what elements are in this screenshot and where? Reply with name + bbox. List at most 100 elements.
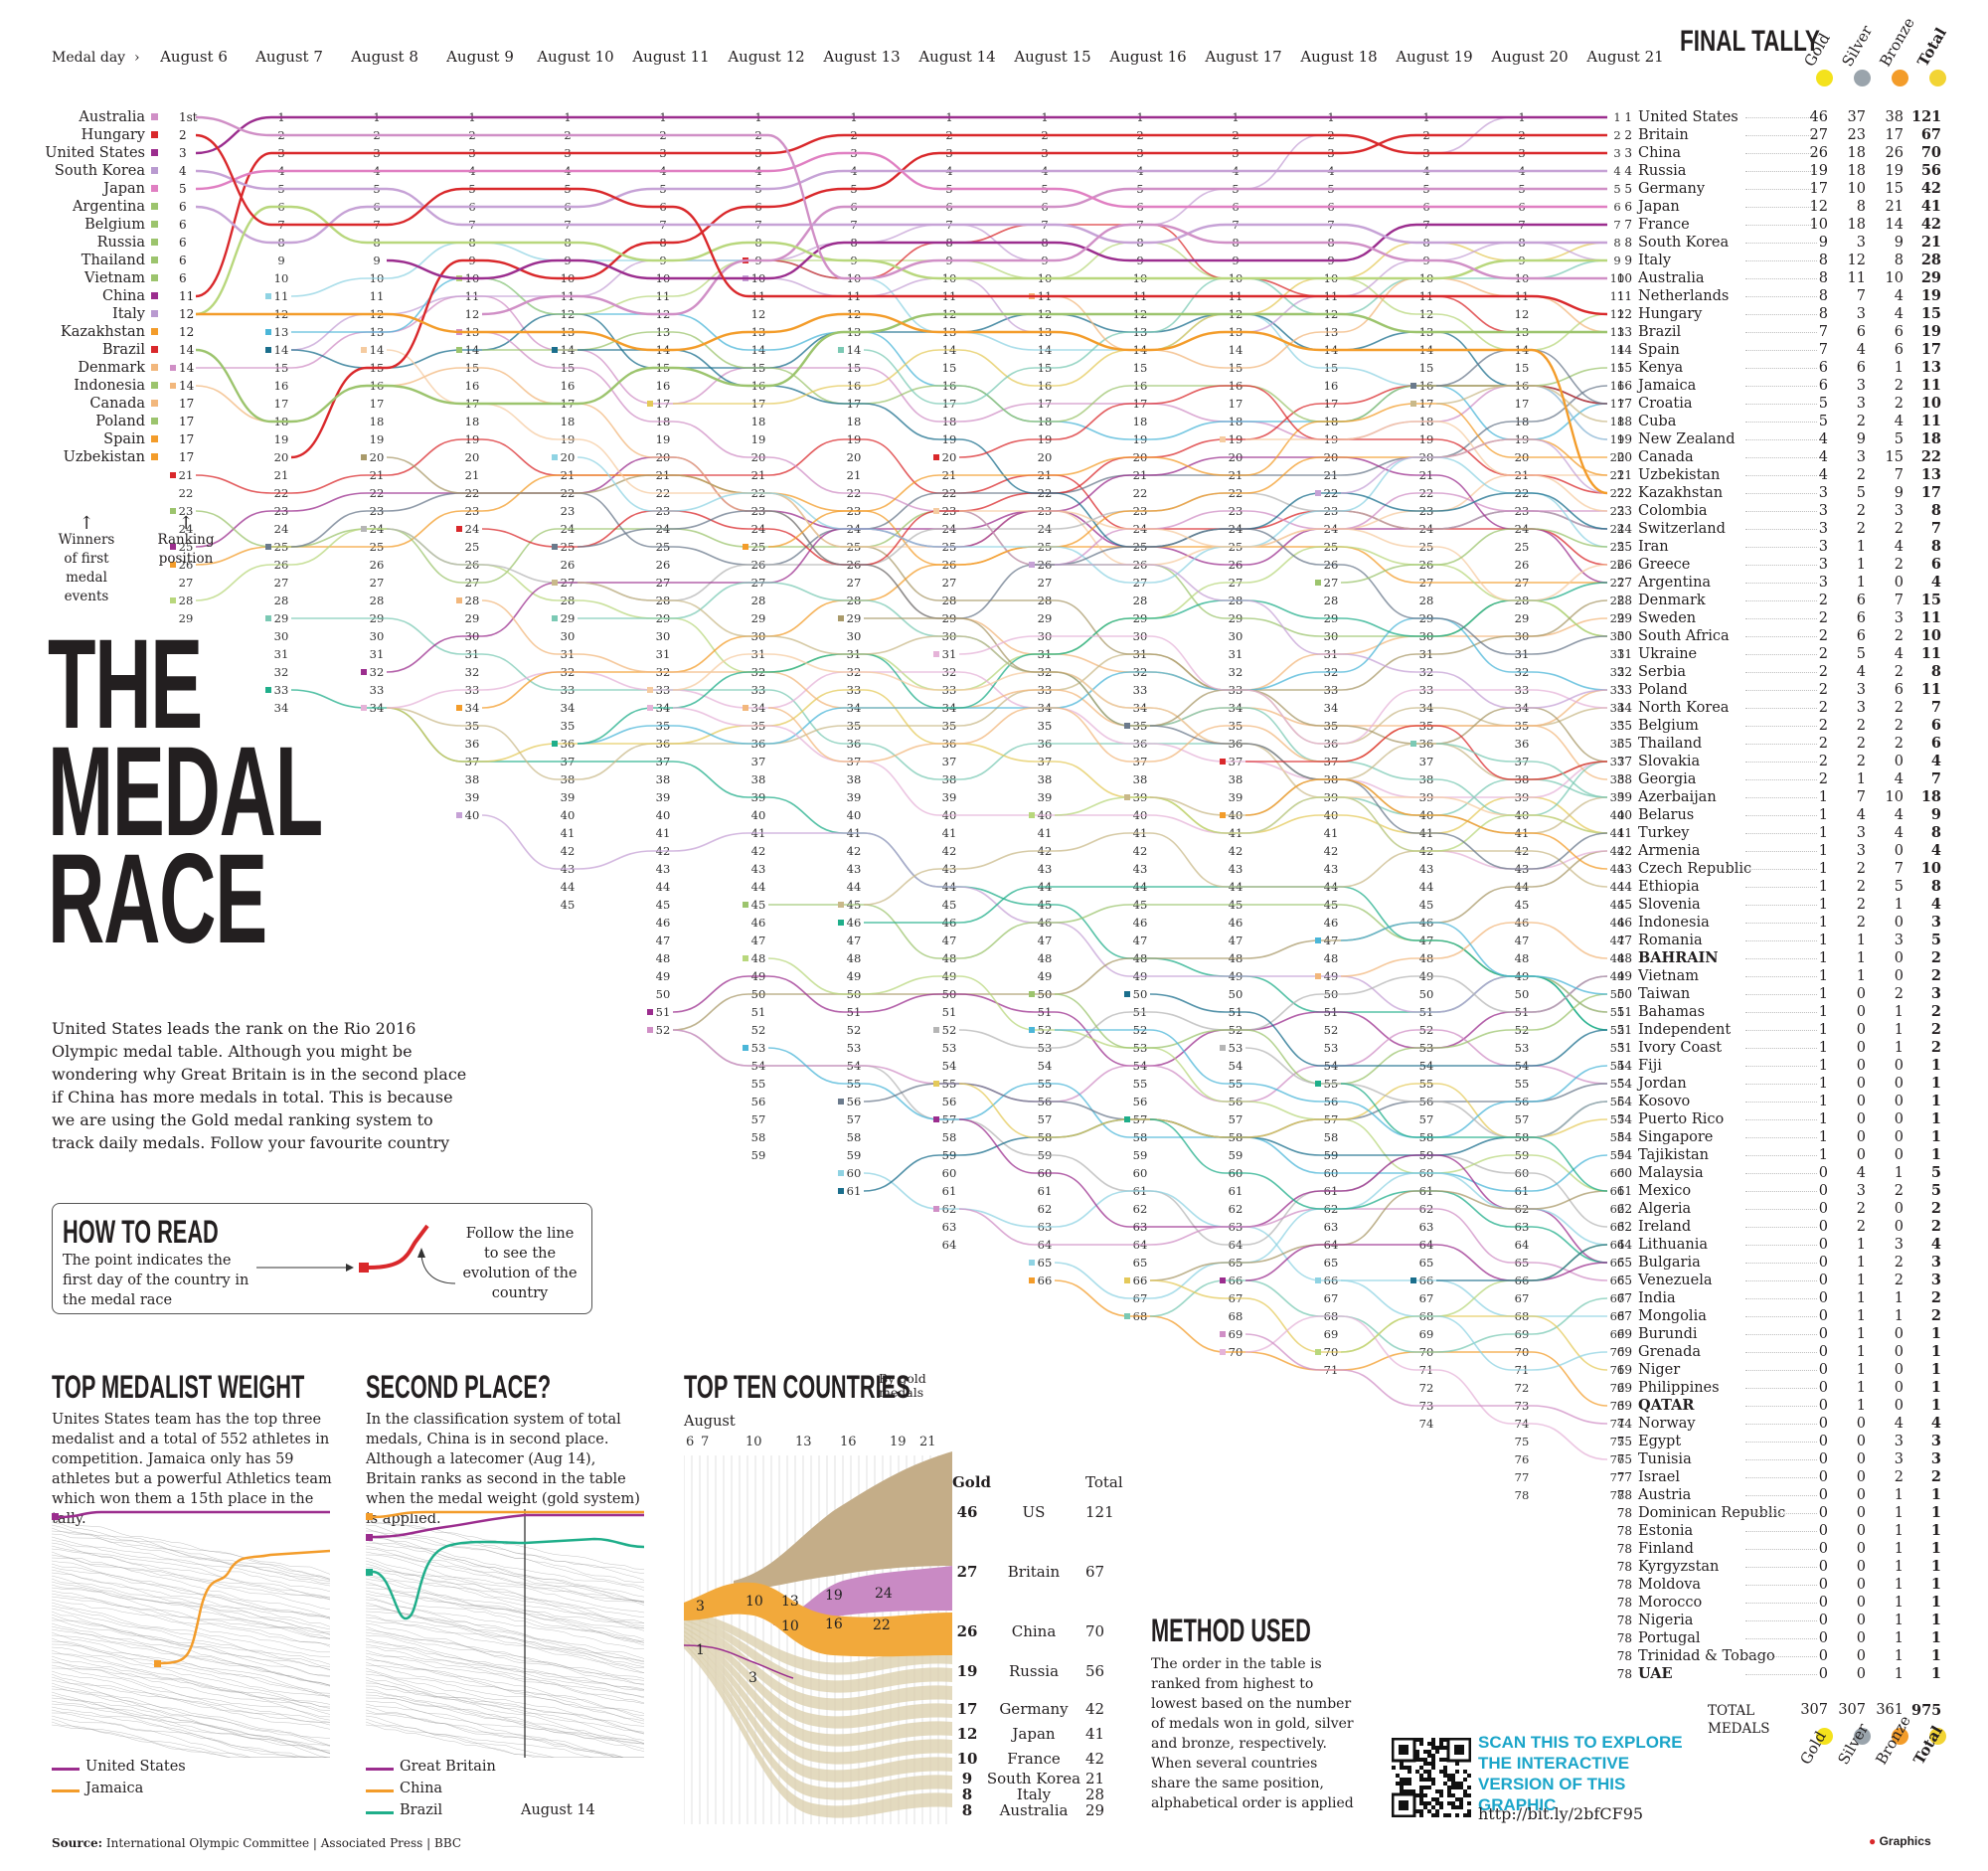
tally-value: 2 [1818,771,1828,787]
marker-aug14: August 14 [521,1802,595,1818]
interactive-link[interactable]: http://bit.ly/2bfCF95 [1478,1804,1644,1823]
tally-value: 3 [1818,521,1828,537]
rank-number: 10 [1610,271,1625,285]
tally-value: 0 [1856,1541,1866,1557]
rank-number: 58 [942,1130,957,1144]
tally-value: 1 [1894,897,1904,913]
tally-row: 12 Hungary 8 3 4 15 [1617,305,1986,323]
tally-value: 2 [1894,736,1904,752]
rank-number: 41 [561,826,576,840]
tally-row: 18 Cuba 5 2 4 11 [1617,413,1986,430]
start-marker [1124,991,1130,997]
qr-module [1419,1786,1423,1789]
start-marker [647,401,653,407]
tally-value: 1 [1818,1147,1828,1163]
tally-value: 22 [1920,448,1941,465]
rank-number: 48 [1610,951,1625,965]
tally-row: 78 Trinidad & Tobago 0 0 1 1 [1617,1647,1986,1665]
second-place-text: In the classification system of total me… [366,1412,640,1527]
tally-row: 16 Jamaica 6 3 2 11 [1617,377,1986,395]
rank-number: 18 [561,415,576,428]
tally-value: 1 [1930,1057,1941,1074]
rank-number: 45 [561,898,576,912]
qr-module [1396,1782,1400,1786]
rank-number: 42 [847,844,862,858]
background-line [52,1557,330,1618]
background-line [52,1676,330,1723]
top-ten-gold: 8 [961,1786,973,1803]
rank-number: 66 [1133,1274,1148,1287]
tally-row: 54 Puerto Rico 1 0 0 1 [1617,1110,1986,1128]
tally-country: Ukraine [1638,646,1698,662]
tally-value: 2 [1818,718,1828,734]
tally-row: 75 Egypt 0 0 3 3 [1617,1433,1986,1450]
tally-value: 2 [1930,1289,1941,1306]
stream-band [684,1630,952,1765]
tally-value: 4 [1818,431,1828,447]
qr-code[interactable] [1392,1738,1471,1817]
tally-row: 78 UAE 0 0 1 1 [1617,1665,1986,1683]
series-line-hungary [195,133,1608,316]
tally-row: 78 Nigeria 0 0 1 1 [1617,1612,1986,1629]
tally-value: 21 [1885,199,1904,215]
tally-country: Kosovo [1638,1094,1691,1109]
tally-country: Thailand [1638,736,1703,752]
rank-number: 26 [1610,558,1625,572]
tally-value: 2 [1856,915,1866,931]
tally-value: 1 [1930,1558,1941,1575]
tally-value: 0 [1856,1022,1866,1038]
tally-value: 3 [1930,1254,1941,1271]
rank-number: 42 [1610,844,1625,858]
rank-number: 68 [1610,1309,1625,1323]
tally-value: 3 [1856,825,1866,841]
start-marker [933,454,939,460]
tally-row: 13 Brazil 7 6 6 19 [1617,323,1986,341]
start-marker [933,1206,939,1212]
tally-value: 6 [1856,324,1866,340]
tally-row: 67 India 0 1 1 2 [1617,1289,1986,1307]
qr-module [1415,1793,1419,1797]
tally-value: 5 [1930,1164,1941,1181]
rank-number: 44 [751,880,766,894]
rank-number: 47 [1038,934,1053,947]
qr-module [1463,1793,1467,1797]
tally-row: 78 Finland 0 0 1 1 [1617,1540,1986,1558]
start-marker [151,131,158,138]
background-line [52,1554,330,1600]
rank-number: 46 [1610,916,1625,930]
rank-number: 43 [1229,862,1243,876]
tally-value: 10 [1920,627,1941,644]
rank-number: 33 [1133,683,1148,697]
country-rank-line [386,456,1608,691]
tally-country: Philippines [1638,1380,1720,1396]
rank-number: 62 [1133,1202,1148,1216]
background-line [366,1667,644,1725]
stream-britain [773,1566,952,1625]
tally-value: 3 [1894,503,1904,519]
country-rank-line [1340,922,1608,977]
country-rank-line [1340,1279,1608,1371]
jamaica-line [160,1549,330,1665]
rank-number: 30 [1610,629,1625,643]
tally-rank: 74 [1616,1417,1632,1431]
tally-rank: 61 [1616,1184,1632,1198]
rank-number: 55 [751,1077,766,1091]
rank-number: 46 [1133,916,1148,930]
tally-country: Serbia [1638,664,1687,680]
tally-row: 14 Spain 7 4 6 17 [1617,341,1986,359]
start-marker [1124,1313,1130,1319]
qr-finder-center [1454,1745,1464,1755]
rank-number: 21 [179,468,194,482]
top-ten-country: China [1011,1622,1057,1640]
tally-rank: 25 [1616,540,1632,554]
rank-number: 18 [1610,415,1625,428]
tally-value: 2 [1930,1200,1941,1217]
qr-module [1431,1746,1435,1750]
tally-rank: 78 [1616,1506,1632,1520]
tally-value: 0 [1856,1040,1866,1056]
qr-module [1404,1789,1408,1793]
tally-row: 69 Niger 0 1 0 1 [1617,1361,1986,1379]
top-ten-gold: 17 [956,1700,978,1718]
tally-value: 2 [1930,967,1941,984]
tally-value: 15 [1885,181,1904,197]
